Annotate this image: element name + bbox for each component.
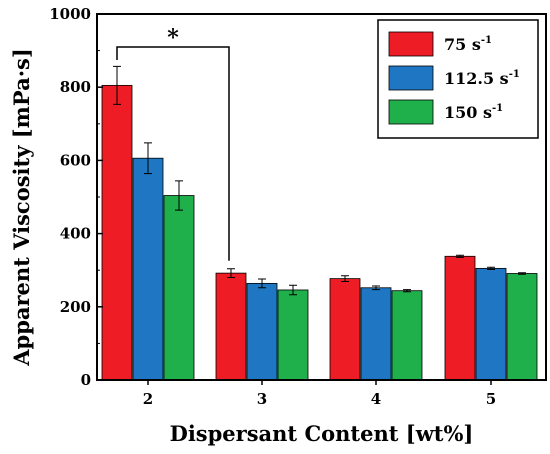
y-tick-label: 0 xyxy=(81,371,91,389)
y-axis-title: Apparent Viscosity [mPa·s] xyxy=(9,48,34,367)
x-tick-label: 4 xyxy=(371,390,381,408)
x-axis-title: Dispersant Content [wt%] xyxy=(170,421,474,446)
error-bar-2-2 xyxy=(144,142,152,175)
legend-swatch-1 xyxy=(388,31,434,57)
significance-star: * xyxy=(167,25,179,51)
legend-label-3: 150 s-1 xyxy=(444,103,503,122)
legend-label-2: 112.5 s-1 xyxy=(444,69,520,88)
error-bar-3-5 xyxy=(518,272,526,275)
y-tick-label: 1000 xyxy=(49,5,91,23)
legend-swatch-2 xyxy=(388,65,434,91)
significance-bracket xyxy=(116,46,230,261)
bar-3-4 xyxy=(391,290,423,381)
bar-3-3 xyxy=(277,289,309,381)
x-tick-label: 2 xyxy=(143,390,153,408)
error-bar-1-4 xyxy=(341,275,349,283)
bar-2-4 xyxy=(360,287,392,381)
error-bar-1-5 xyxy=(456,254,464,258)
error-bar-2-4 xyxy=(372,285,380,291)
error-bar-3-3 xyxy=(289,284,297,296)
significance-annotation: * xyxy=(116,25,230,261)
y-tick-label: 200 xyxy=(60,298,91,316)
bar-3-2 xyxy=(163,195,195,381)
error-bar-2-5 xyxy=(487,266,495,270)
legend-swatch-3 xyxy=(388,99,434,125)
legend-label-1: 75 s-1 xyxy=(444,35,492,54)
bar-1-5 xyxy=(444,255,476,381)
bars-layer xyxy=(101,84,538,381)
bar-2-5 xyxy=(475,267,507,381)
error-bar-1-2 xyxy=(113,65,121,105)
bar-1-4 xyxy=(329,278,361,381)
x-tick-label: 3 xyxy=(257,390,267,408)
error-bar-3-2 xyxy=(175,180,183,211)
error-bar-1-3 xyxy=(227,268,235,279)
legend: 75 s-1 112.5 s-1 150 s-1 xyxy=(377,19,539,139)
error-bars-layer xyxy=(113,65,526,296)
x-tick-label: 5 xyxy=(486,390,496,408)
axes-layer: 0 200 400 600 800 1000 2 3 4 5 xyxy=(49,5,496,408)
bar-2-2 xyxy=(132,157,164,381)
bar-2-3 xyxy=(246,282,278,381)
bar-1-2 xyxy=(101,84,133,381)
y-tick-label: 800 xyxy=(60,78,91,96)
y-tick-label: 400 xyxy=(60,225,91,243)
error-bar-3-4 xyxy=(403,289,411,293)
error-bar-2-3 xyxy=(258,278,266,289)
y-tick-label: 600 xyxy=(60,151,91,169)
bar-1-3 xyxy=(215,272,247,381)
bar-3-5 xyxy=(506,273,538,381)
